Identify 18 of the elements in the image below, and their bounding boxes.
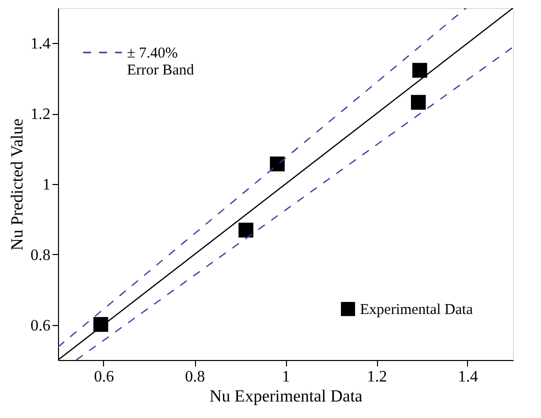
y-tick-label: 1 bbox=[42, 176, 50, 194]
y-tick-label: 1.2 bbox=[30, 106, 50, 124]
x-tick-label: 1.4 bbox=[458, 368, 478, 386]
x-tick-label: 0.8 bbox=[185, 368, 205, 386]
y-tick-label: 1.4 bbox=[30, 36, 50, 53]
y-axis-title: Nu Predicted Value bbox=[8, 118, 26, 250]
point bbox=[410, 94, 426, 110]
legend-label: ± 7.40% Error Band bbox=[127, 46, 195, 78]
x-tick-label: 0.6 bbox=[94, 368, 114, 386]
x-tick-label: 1 bbox=[282, 368, 290, 386]
point bbox=[270, 156, 285, 172]
x-axis-title: Nu Experimental Data bbox=[210, 386, 363, 406]
point bbox=[412, 62, 428, 78]
y-tick-label: 0.6 bbox=[30, 317, 50, 334]
x-tick-label: 1.2 bbox=[367, 368, 387, 386]
legend-label: Experimental Data bbox=[360, 302, 474, 318]
point bbox=[238, 222, 254, 238]
y-tick-label: 0.8 bbox=[30, 246, 50, 264]
